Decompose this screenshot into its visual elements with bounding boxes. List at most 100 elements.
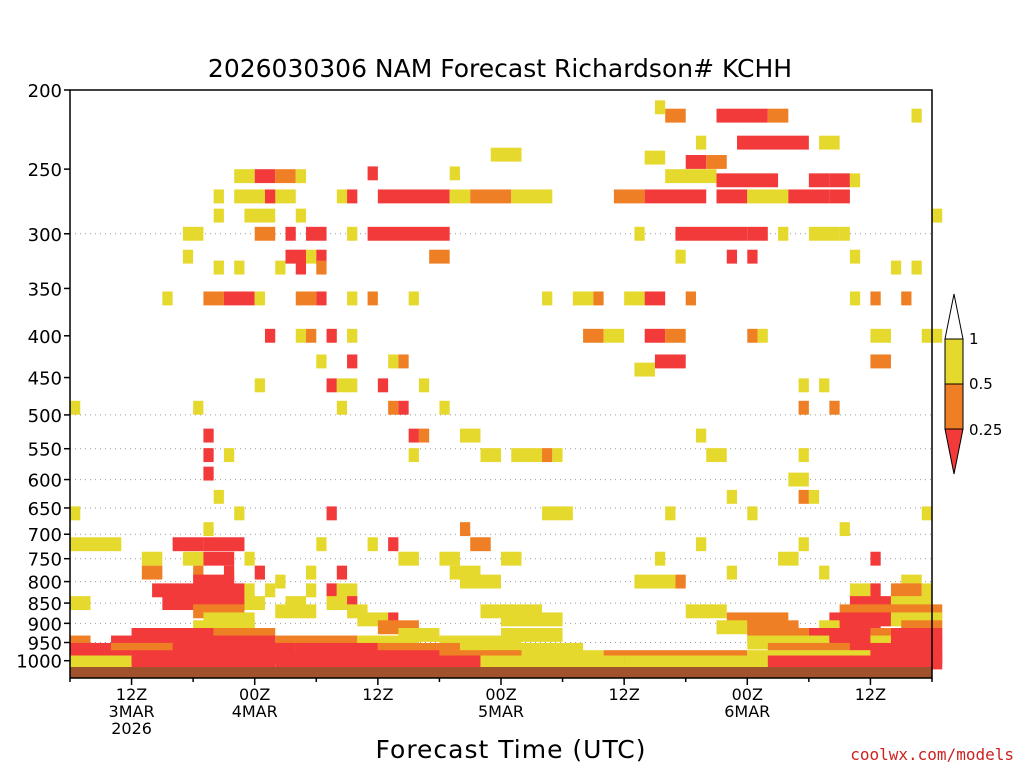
ri-cell (932, 208, 943, 223)
ri-cell (839, 522, 850, 537)
ri-cell (798, 400, 809, 415)
ri-cell (695, 135, 707, 150)
ri-cell (326, 378, 337, 393)
source-credit: coolwx.com/models (850, 745, 1014, 764)
ri-cell (377, 189, 450, 204)
ri-cell (767, 655, 943, 670)
ri-cell (367, 166, 378, 181)
ri-cell (747, 249, 758, 264)
ri-cell (429, 249, 450, 264)
ri-cell (685, 155, 707, 169)
ri-cell (223, 291, 255, 306)
ri-cell (377, 378, 389, 393)
ri-cell (911, 260, 922, 275)
ri-cell (603, 328, 625, 343)
ri-cell (747, 226, 768, 241)
ri-cell (819, 378, 830, 393)
ri-cell (819, 135, 840, 150)
y-tick-label: 500 (28, 406, 62, 427)
y-tick-label: 300 (28, 225, 62, 246)
ri-cell (203, 466, 214, 481)
ri-cell (501, 612, 563, 627)
ri-cell (70, 400, 81, 415)
ri-cell (326, 328, 337, 343)
ri-cell (788, 472, 809, 487)
ri-cell (316, 249, 327, 264)
ri-cell (398, 354, 409, 369)
ri-cell (316, 260, 327, 275)
y-tick-label: 800 (28, 573, 62, 594)
ri-cell (244, 208, 276, 223)
ri-cell (203, 537, 245, 552)
ri-cell (490, 147, 522, 162)
ri-cell (234, 169, 255, 184)
ri-cell (234, 506, 245, 521)
ri-cell (131, 655, 276, 670)
ri-cell (624, 655, 768, 670)
ri-cell (870, 551, 881, 566)
ri-cell (141, 565, 163, 580)
ri-cell (326, 583, 337, 598)
ri-cell (408, 291, 419, 306)
ri-cell (336, 583, 358, 598)
ri-cell (295, 328, 307, 343)
ri-cell (788, 189, 830, 204)
ground-fill (70, 667, 932, 678)
ri-cell (747, 506, 758, 521)
ground-layer (70, 667, 932, 678)
ri-cell (542, 506, 573, 521)
ri-cell (890, 583, 922, 598)
legend-swatch-low (944, 383, 964, 430)
ri-cell (264, 328, 276, 343)
ri-cell (921, 506, 932, 521)
ri-cell (716, 108, 768, 123)
ri-cell (839, 226, 850, 241)
ri-cell (634, 574, 676, 589)
ri-cell (193, 400, 204, 415)
ri-cell (223, 565, 235, 580)
y-tick-label: 450 (28, 369, 62, 390)
ri-cell (583, 328, 604, 343)
ri-cell (203, 551, 235, 566)
ri-cell (644, 328, 666, 343)
ri-cell (654, 100, 666, 115)
ri-cell (398, 551, 419, 566)
x-tick-label: 12Z (855, 685, 886, 704)
ri-cell (275, 574, 286, 589)
y-tick-label: 1000 (16, 652, 62, 673)
y-tick-label: 750 (28, 550, 62, 571)
ri-cell (285, 249, 307, 264)
ri-cell (418, 378, 430, 393)
ri-cell (665, 506, 676, 521)
ri-cell (295, 291, 317, 306)
ri-cell (162, 291, 173, 306)
colorbar-legend: 1 0.5 0.25 (944, 293, 1002, 475)
ri-cell (716, 189, 748, 204)
ri-cell (295, 208, 307, 223)
ri-cell (675, 226, 748, 241)
x-tick-label: 3MAR (109, 702, 155, 721)
ri-cell (778, 551, 799, 566)
ri-cell (336, 189, 348, 204)
ri-cell (254, 226, 276, 241)
ri-cell (203, 448, 214, 463)
ri-cell (234, 260, 245, 275)
ri-cell (182, 249, 194, 264)
ri-cell (685, 604, 727, 619)
ri-cell (306, 249, 317, 264)
chart-title: 2026030306 NAM Forecast Richardson# KCHH (208, 54, 792, 83)
ri-cell (388, 400, 399, 415)
ri-cell (388, 612, 399, 627)
ri-cell (849, 173, 861, 188)
ri-cell (644, 189, 707, 204)
ri-cell (70, 506, 81, 521)
ri-cell (849, 249, 861, 264)
ri-cell (449, 166, 460, 181)
ri-cell (264, 583, 276, 598)
ri-cell (511, 448, 543, 463)
ri-cell (275, 169, 296, 184)
legend-swatch-mid (944, 338, 964, 385)
ri-cell (901, 291, 912, 306)
ri-cell (285, 226, 296, 241)
ri-cell (306, 226, 327, 241)
